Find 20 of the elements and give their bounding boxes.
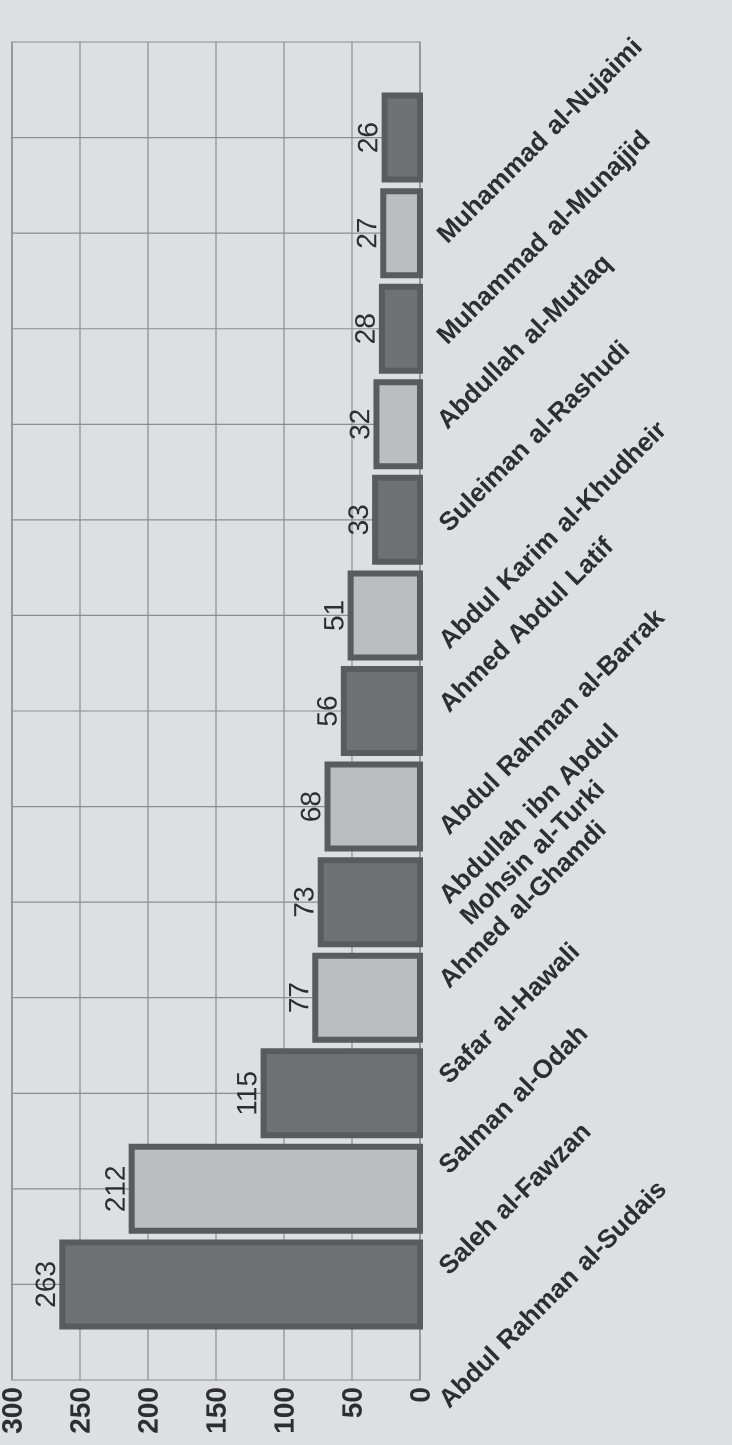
data-label: 73 (293, 887, 314, 917)
x-tick-label: 50 (342, 1388, 362, 1418)
data-label: 27 (356, 218, 377, 248)
x-tick-label: 0 (410, 1388, 430, 1402)
x-tick-label: 200 (138, 1388, 158, 1433)
x-tick-label: 250 (70, 1388, 90, 1433)
x-tick-label: 300 (2, 1388, 22, 1434)
data-label: 212 (105, 1166, 125, 1211)
data-label: 115 (237, 1072, 257, 1114)
data-label: 28 (355, 314, 375, 343)
data-label: 263 (35, 1262, 56, 1307)
data-label: 77 (289, 983, 309, 1012)
data-label: 68 (300, 792, 321, 821)
data-label: 56 (316, 696, 337, 726)
data-label: 33 (348, 505, 369, 535)
data-label: 32 (349, 410, 370, 439)
data-label: 51 (324, 601, 344, 630)
x-tick-label: 100 (274, 1388, 294, 1433)
data-label: 26 (357, 123, 378, 152)
x-tick-label: 150 (206, 1388, 226, 1433)
